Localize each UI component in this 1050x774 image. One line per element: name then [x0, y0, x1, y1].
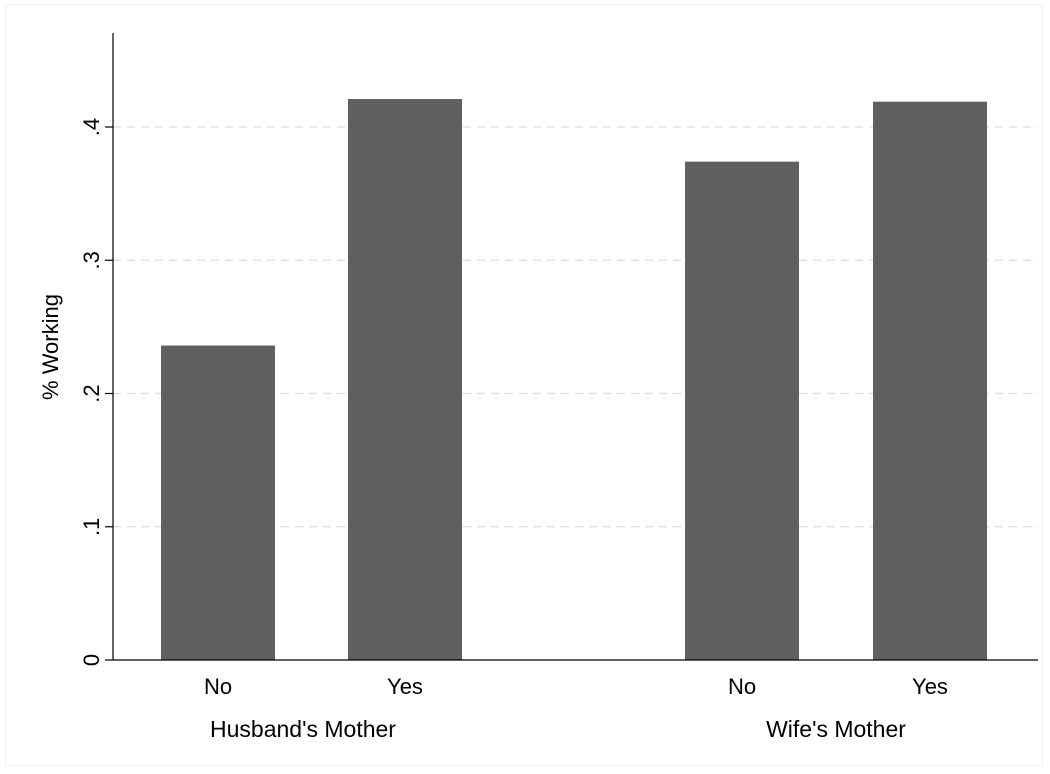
y-axis-label: % Working [38, 294, 63, 400]
axes [112, 33, 1038, 661]
y-ticks: 0 .1 .2 .3 .4 [79, 118, 113, 666]
x-category-label: No [204, 674, 232, 699]
bar [685, 161, 799, 660]
bar [873, 101, 987, 661]
y-tick-label: .1 [79, 518, 104, 536]
x-group-label: Husband's Mother [210, 716, 396, 742]
y-tick-label: .2 [79, 384, 104, 402]
x-category-label: Yes [387, 674, 423, 699]
bars [161, 99, 987, 661]
x-group-label: Wife's Mother [766, 716, 906, 742]
y-tick-label: .4 [79, 118, 104, 136]
bar [161, 345, 275, 660]
y-tick-label: 0 [79, 654, 104, 666]
bar [348, 99, 462, 660]
frame-border [5, 4, 1043, 766]
x-category-label: Yes [912, 674, 948, 699]
y-tick-label: .3 [79, 251, 104, 269]
x-category-label: No [728, 674, 756, 699]
